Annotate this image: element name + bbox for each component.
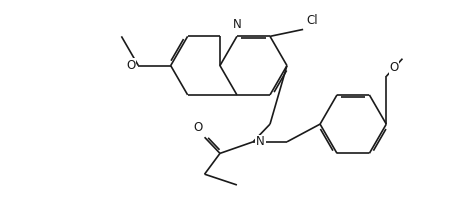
Text: N: N <box>256 135 265 148</box>
Text: O: O <box>389 61 399 74</box>
Text: O: O <box>194 121 203 134</box>
Text: Cl: Cl <box>306 14 318 27</box>
Text: O: O <box>126 59 135 72</box>
Text: N: N <box>233 18 241 31</box>
